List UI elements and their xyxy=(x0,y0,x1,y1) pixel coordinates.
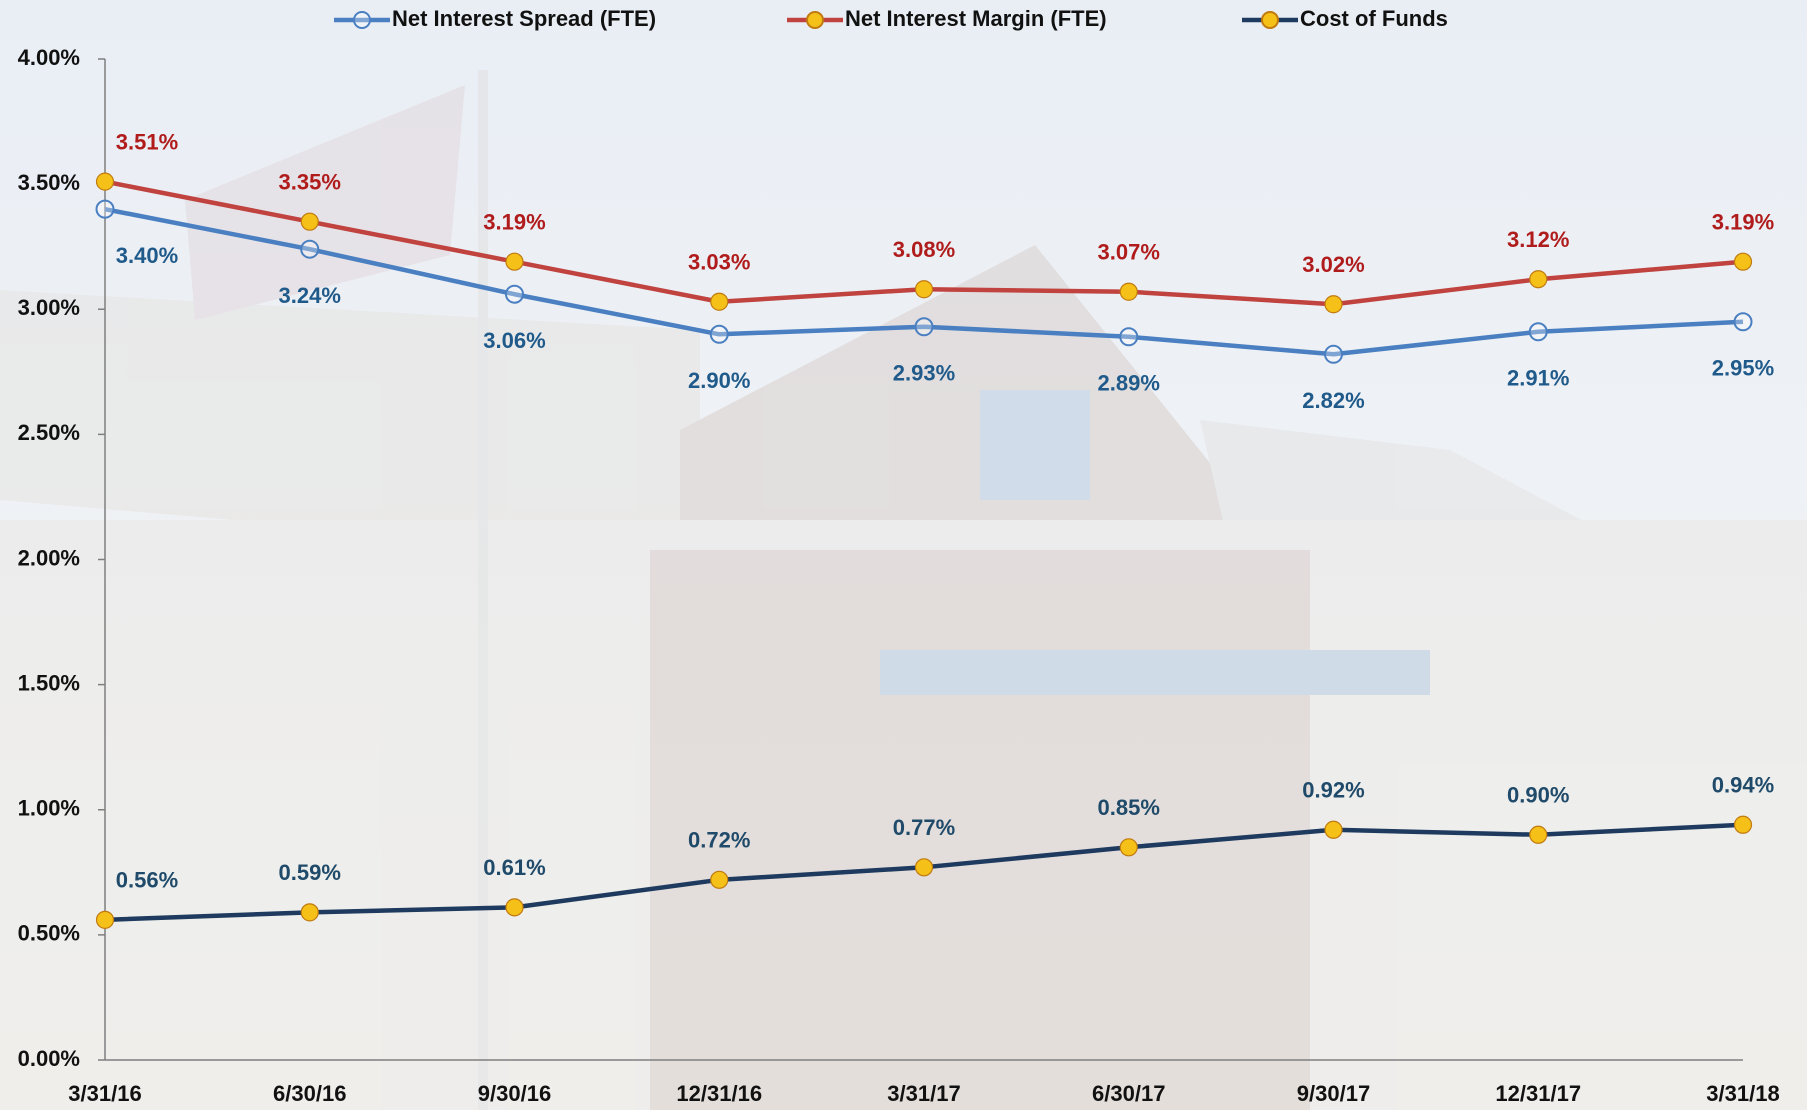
data-label: 3.03% xyxy=(688,250,750,275)
data-point xyxy=(1324,820,1343,839)
y-tick-label: 2.00% xyxy=(18,545,80,570)
x-tick-label: 12/31/17 xyxy=(1495,1081,1581,1106)
data-label: 2.82% xyxy=(1302,388,1364,413)
data-point xyxy=(1324,344,1343,364)
x-tick-label: 9/30/17 xyxy=(1297,1081,1370,1106)
data-label: 3.19% xyxy=(483,210,545,235)
data-label: 3.24% xyxy=(279,283,341,308)
y-tick-label: 0.00% xyxy=(18,1046,80,1071)
legend-marker xyxy=(353,11,371,29)
data-label: 0.94% xyxy=(1712,773,1774,798)
legend-marker xyxy=(1261,11,1279,29)
data-point xyxy=(710,292,729,311)
series-line xyxy=(104,206,1744,357)
data-point xyxy=(1733,815,1753,834)
data-label: 2.93% xyxy=(893,361,955,386)
data-point xyxy=(1528,322,1548,342)
data-point xyxy=(1119,838,1138,857)
data-point xyxy=(1119,282,1138,301)
legend-marker xyxy=(806,11,824,29)
x-tick-label: 3/31/16 xyxy=(68,1081,141,1106)
data-point xyxy=(95,172,115,191)
legend-label: Net Interest Margin (FTE) xyxy=(845,6,1107,31)
data-label: 2.95% xyxy=(1712,356,1774,381)
x-tick-label: 3/31/18 xyxy=(1706,1081,1779,1106)
data-point xyxy=(914,317,934,337)
data-label: 3.08% xyxy=(893,237,955,262)
x-tick-label: 9/30/16 xyxy=(478,1081,551,1106)
data-point xyxy=(1119,327,1139,347)
data-label: 3.51% xyxy=(116,129,178,154)
data-label: 3.35% xyxy=(279,169,341,194)
data-point xyxy=(95,910,115,929)
background-photo xyxy=(0,70,1807,1110)
data-point xyxy=(300,212,319,231)
y-tick-label: 4.00% xyxy=(18,45,80,70)
data-label: 2.91% xyxy=(1507,366,1569,391)
data-label: 0.92% xyxy=(1302,778,1364,803)
y-tick-label: 1.50% xyxy=(18,670,80,695)
data-point xyxy=(505,252,524,271)
data-label: 3.19% xyxy=(1712,210,1774,235)
data-point xyxy=(300,239,320,259)
data-point xyxy=(710,870,729,889)
legend-label: Net Interest Spread (FTE) xyxy=(392,6,656,31)
data-label: 2.90% xyxy=(688,368,750,393)
data-label: 2.89% xyxy=(1098,371,1160,396)
data-point xyxy=(1529,825,1548,844)
data-label: 0.90% xyxy=(1507,783,1569,808)
data-label: 3.02% xyxy=(1302,252,1364,277)
data-label: 0.61% xyxy=(483,855,545,880)
data-label: 0.56% xyxy=(116,868,178,893)
data-point xyxy=(95,199,115,219)
legend-label: Cost of Funds xyxy=(1300,6,1448,31)
data-label: 3.40% xyxy=(116,243,178,268)
y-tick-label: 2.50% xyxy=(18,420,80,445)
y-tick-label: 0.50% xyxy=(18,921,80,946)
data-point xyxy=(1529,270,1548,289)
data-point xyxy=(505,284,524,304)
data-label: 0.72% xyxy=(688,828,750,853)
data-label: 3.12% xyxy=(1507,227,1569,252)
x-tick-label: 6/30/17 xyxy=(1092,1081,1165,1106)
data-label: 3.07% xyxy=(1098,240,1160,265)
data-point xyxy=(505,898,524,917)
data-label: 0.85% xyxy=(1098,795,1160,820)
x-tick-label: 12/31/16 xyxy=(676,1081,762,1106)
x-tick-label: 6/30/16 xyxy=(273,1081,346,1106)
data-point xyxy=(914,280,934,299)
data-point xyxy=(1733,312,1753,332)
data-label: 0.59% xyxy=(279,860,341,885)
y-tick-label: 3.50% xyxy=(18,170,80,195)
data-point xyxy=(1324,295,1343,314)
x-tick-label: 3/31/17 xyxy=(887,1081,960,1106)
data-point xyxy=(1733,252,1753,271)
y-tick-label: 3.00% xyxy=(18,295,80,320)
data-label: 0.77% xyxy=(893,815,955,840)
data-point xyxy=(300,903,319,922)
y-tick-label: 1.00% xyxy=(18,796,80,821)
data-point xyxy=(709,324,729,344)
data-point xyxy=(914,858,934,877)
data-label: 3.06% xyxy=(483,328,545,353)
